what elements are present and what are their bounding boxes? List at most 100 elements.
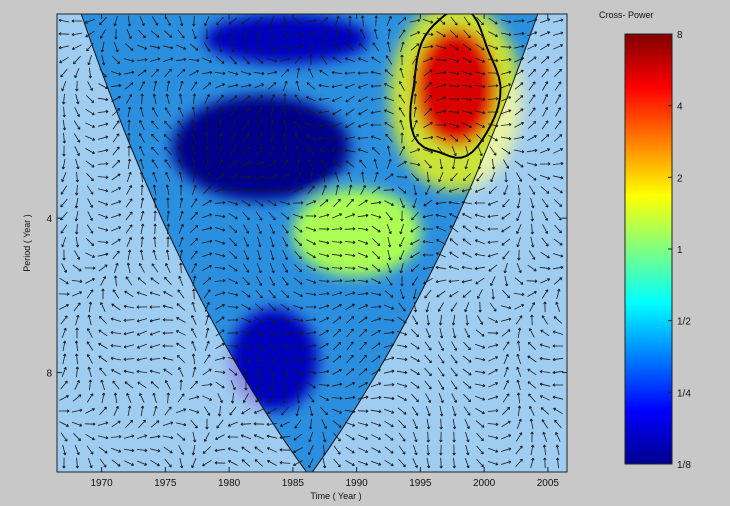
phase-arrow bbox=[331, 291, 343, 296]
phase-arrow bbox=[85, 408, 95, 414]
phase-arrow bbox=[465, 444, 470, 456]
phase-arrow bbox=[140, 210, 145, 222]
phase-arrow bbox=[357, 136, 369, 140]
phase-arrow bbox=[450, 367, 458, 377]
phase-arrow bbox=[540, 278, 551, 284]
phase-arrow bbox=[448, 188, 460, 193]
phase-arrow bbox=[279, 421, 290, 427]
phase-arrow bbox=[503, 159, 509, 169]
phase-arrow bbox=[487, 422, 499, 426]
phase-arrow bbox=[111, 187, 122, 193]
phase-arrow bbox=[214, 448, 226, 453]
phase-arrow bbox=[488, 369, 498, 375]
phase-arrow bbox=[139, 158, 144, 170]
phase-arrow bbox=[332, 355, 342, 363]
phase-arrow bbox=[305, 278, 317, 284]
colorbar-tick-label: 1 bbox=[677, 245, 683, 256]
phase-arrow bbox=[543, 301, 547, 313]
phase-arrow bbox=[279, 435, 291, 440]
phase-arrow bbox=[279, 45, 291, 50]
phase-arrow bbox=[178, 171, 183, 183]
phase-arrow bbox=[553, 56, 563, 64]
phase-arrow bbox=[127, 249, 132, 261]
phase-arrow bbox=[123, 331, 135, 336]
phase-arrow bbox=[253, 174, 265, 179]
phase-arrow bbox=[137, 69, 147, 77]
phase-arrow bbox=[179, 457, 184, 469]
phase-arrow bbox=[439, 444, 443, 456]
phase-arrow bbox=[112, 108, 121, 116]
phase-arrow bbox=[268, 393, 276, 403]
phase-arrow bbox=[399, 250, 405, 261]
phase-arrow bbox=[190, 238, 199, 246]
phase-arrow bbox=[398, 445, 406, 455]
phase-arrow bbox=[462, 225, 472, 233]
phase-arrow bbox=[216, 94, 224, 104]
phase-arrow bbox=[124, 43, 134, 51]
phase-arrow bbox=[149, 369, 161, 374]
phase-arrow bbox=[292, 32, 304, 37]
phase-arrow bbox=[254, 459, 264, 467]
phase-arrow bbox=[411, 55, 419, 65]
phase-arrow bbox=[72, 264, 82, 272]
phase-arrow bbox=[191, 458, 197, 469]
phase-arrow bbox=[396, 175, 408, 179]
phase-arrow bbox=[504, 275, 509, 287]
phase-arrow bbox=[308, 158, 314, 170]
phase-arrow bbox=[202, 368, 212, 376]
phase-arrow bbox=[426, 171, 431, 183]
phase-arrow bbox=[487, 97, 499, 101]
phase-arrow bbox=[357, 213, 369, 218]
phase-arrow bbox=[452, 418, 457, 430]
phase-arrow bbox=[333, 458, 341, 468]
phase-arrow bbox=[514, 160, 524, 168]
phase-arrow bbox=[399, 223, 404, 235]
phase-arrow bbox=[332, 369, 342, 375]
phase-arrow bbox=[218, 119, 223, 131]
phase-arrow bbox=[240, 71, 252, 76]
phase-arrow bbox=[110, 317, 122, 322]
phase-arrow bbox=[412, 119, 418, 130]
phase-arrow bbox=[491, 158, 496, 170]
phase-arrow bbox=[517, 327, 522, 339]
phase-arrow bbox=[229, 55, 237, 65]
phase-arrow bbox=[279, 201, 291, 206]
phase-arrow bbox=[254, 446, 264, 454]
phase-arrow bbox=[331, 396, 343, 400]
phase-arrow bbox=[399, 198, 405, 209]
phase-arrow bbox=[412, 419, 418, 430]
phase-arrow bbox=[424, 289, 432, 299]
phase-arrow bbox=[100, 301, 106, 312]
phase-arrow bbox=[75, 457, 79, 469]
phase-arrow bbox=[424, 94, 432, 104]
phase-arrow bbox=[383, 356, 395, 361]
phase-arrow bbox=[552, 253, 564, 258]
phase-arrow bbox=[97, 227, 109, 232]
phase-arrow bbox=[344, 148, 356, 153]
phase-arrow bbox=[228, 17, 238, 25]
phase-arrow bbox=[227, 292, 239, 297]
phase-arrow bbox=[112, 146, 120, 156]
phase-arrow bbox=[293, 460, 303, 466]
phase-arrow bbox=[464, 302, 470, 313]
phase-arrow bbox=[399, 237, 405, 248]
phase-arrow bbox=[450, 380, 458, 390]
phase-arrow bbox=[60, 68, 68, 78]
phase-arrow bbox=[162, 421, 174, 426]
phase-arrow bbox=[503, 379, 509, 390]
phase-arrow bbox=[552, 395, 564, 400]
phase-arrow bbox=[150, 277, 160, 285]
phase-arrow bbox=[318, 148, 329, 154]
phase-arrow bbox=[412, 197, 417, 209]
phase-arrow bbox=[255, 95, 264, 103]
phase-arrow bbox=[449, 238, 459, 246]
phase-arrow bbox=[345, 316, 355, 324]
phase-arrow bbox=[241, 317, 252, 323]
phase-arrow bbox=[294, 107, 302, 117]
phase-arrow bbox=[387, 249, 392, 261]
phase-arrow bbox=[425, 301, 430, 313]
phase-arrow bbox=[71, 408, 83, 413]
phase-arrow bbox=[216, 159, 224, 169]
phase-arrow bbox=[175, 422, 187, 427]
phase-arrow bbox=[191, 132, 197, 143]
